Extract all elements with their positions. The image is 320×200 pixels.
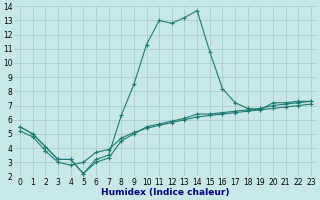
X-axis label: Humidex (Indice chaleur): Humidex (Indice chaleur)	[101, 188, 230, 197]
